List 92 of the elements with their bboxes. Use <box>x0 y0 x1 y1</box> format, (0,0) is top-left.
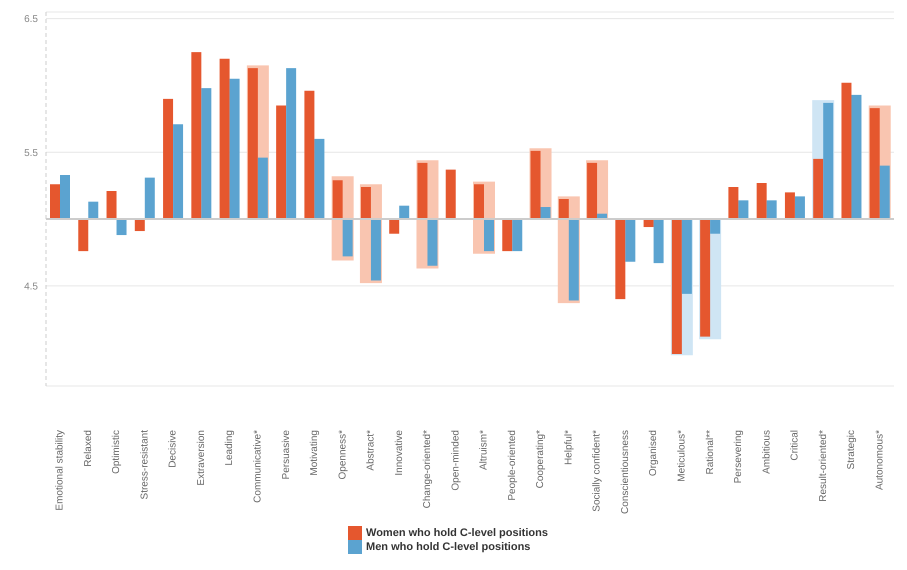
legend-label: Men who hold C-level positions <box>366 540 530 553</box>
x-tick-label: Organised <box>648 430 660 476</box>
bar <box>50 184 60 220</box>
bar <box>710 219 720 234</box>
bar <box>870 108 880 220</box>
x-tick-label: Innovative <box>394 430 405 476</box>
bar <box>540 207 551 220</box>
bar <box>191 52 202 220</box>
bar <box>474 184 484 220</box>
bar <box>389 219 400 234</box>
bar <box>851 94 862 220</box>
bar <box>417 162 428 220</box>
bar <box>248 68 258 220</box>
bar <box>342 219 353 256</box>
x-tick-label: Result-oriented* <box>818 430 829 502</box>
legend-label: Women who hold C-level positions <box>366 526 548 539</box>
x-tick-label: Critical <box>790 430 801 461</box>
bar <box>286 68 296 220</box>
bar <box>654 219 664 264</box>
x-tick-label: Communicative* <box>252 430 264 503</box>
bar <box>530 150 541 220</box>
x-tick-label: Extraversion <box>196 430 207 486</box>
x-tick-label: Conscientiousness <box>620 430 631 514</box>
x-tick-label: People-oriented <box>506 430 518 501</box>
bar <box>784 192 795 220</box>
x-tick-label: Strategic <box>846 430 858 470</box>
x-tick-label: Decisive <box>168 430 179 468</box>
x-tick-label: Emotional stability <box>54 430 66 511</box>
bar <box>230 78 240 220</box>
bar <box>766 200 777 220</box>
bar <box>144 178 155 220</box>
bar <box>728 186 738 220</box>
x-tick-label: Cooperating* <box>535 430 546 488</box>
x-tick-label: Ambitious <box>761 430 772 474</box>
x-tick-label: Helpful* <box>563 430 574 466</box>
bar <box>116 219 127 236</box>
bar <box>201 88 212 220</box>
bar <box>625 219 636 262</box>
x-tick-label: Autonomous* <box>874 430 886 490</box>
bar <box>558 199 569 220</box>
x-tick-label: Open-minded <box>450 430 462 491</box>
x-tick-label: Altruism* <box>478 430 490 470</box>
bar <box>173 124 184 220</box>
bar <box>672 219 682 354</box>
bar <box>512 219 522 252</box>
bar <box>427 219 438 266</box>
bar <box>134 219 145 232</box>
bar <box>813 158 824 220</box>
y-tick-label: 5.5 <box>24 148 38 159</box>
bar <box>399 206 410 220</box>
bar <box>88 202 98 220</box>
bar <box>163 98 174 220</box>
x-tick-label: Socially confident* <box>592 430 603 512</box>
bar <box>615 219 626 300</box>
bar <box>332 180 343 220</box>
x-tick-label: Leading <box>224 430 236 466</box>
x-tick-label: Meticulous* <box>676 430 688 482</box>
bar <box>738 200 748 220</box>
x-tick-label: Motivating <box>309 430 320 476</box>
bar <box>682 219 692 294</box>
bar <box>258 158 268 220</box>
bar <box>78 219 88 252</box>
bar <box>220 58 230 220</box>
x-tick-label: Openness* <box>337 430 348 480</box>
y-tick-label: 4.5 <box>24 281 38 292</box>
x-tick-label: Persuasive <box>280 430 292 480</box>
bar <box>880 166 890 220</box>
x-tick-label: Persevering <box>733 430 744 484</box>
bar <box>370 219 381 280</box>
x-tick-label: Abstract* <box>366 430 377 471</box>
x-tick-label: Change-oriented* <box>422 430 434 508</box>
bar <box>484 219 494 252</box>
bar <box>106 190 117 220</box>
bar <box>587 162 598 220</box>
bar <box>360 186 371 220</box>
bar <box>276 106 286 220</box>
x-tick-label: Rational** <box>704 430 716 474</box>
x-tick-label: Relaxed <box>82 430 94 467</box>
x-tick-label: Optimistic <box>111 430 122 474</box>
bar <box>314 138 324 220</box>
x-tick-label: Stress-resistant <box>139 430 150 500</box>
bar <box>756 182 767 220</box>
bar <box>841 82 852 220</box>
bar <box>304 90 314 220</box>
bar <box>568 219 579 301</box>
bar <box>823 102 834 220</box>
y-tick-label: 6.5 <box>24 14 38 26</box>
bar <box>502 219 512 252</box>
bar <box>794 196 805 220</box>
bar <box>60 174 70 220</box>
bar <box>446 170 456 220</box>
bar <box>700 219 710 337</box>
